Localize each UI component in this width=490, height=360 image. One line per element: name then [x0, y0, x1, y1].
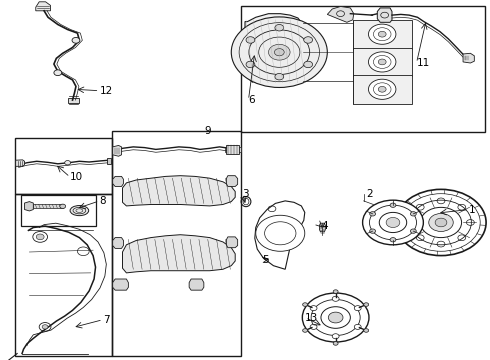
Circle shape: [256, 215, 305, 251]
Polygon shape: [463, 53, 474, 63]
Circle shape: [354, 306, 361, 311]
Polygon shape: [16, 160, 24, 166]
Circle shape: [369, 229, 375, 233]
Polygon shape: [377, 8, 392, 22]
Circle shape: [231, 17, 327, 87]
Ellipse shape: [70, 206, 89, 216]
Circle shape: [269, 44, 290, 60]
Circle shape: [411, 212, 416, 216]
Polygon shape: [327, 6, 354, 22]
Circle shape: [333, 290, 338, 293]
Circle shape: [246, 37, 255, 43]
Circle shape: [368, 24, 396, 44]
Circle shape: [333, 342, 338, 345]
Circle shape: [354, 324, 361, 329]
Bar: [15, 194, 112, 356]
Text: 5: 5: [262, 255, 269, 265]
Circle shape: [363, 200, 423, 245]
Circle shape: [368, 79, 396, 99]
Text: 1: 1: [469, 204, 476, 215]
Bar: [15, 138, 112, 194]
Polygon shape: [226, 145, 239, 154]
Circle shape: [386, 217, 400, 228]
Circle shape: [364, 329, 368, 332]
Circle shape: [390, 238, 396, 242]
Circle shape: [36, 234, 44, 240]
Circle shape: [429, 213, 453, 231]
Text: 7: 7: [103, 315, 110, 325]
Text: 12: 12: [99, 86, 113, 96]
Circle shape: [328, 312, 343, 323]
Bar: [353, 48, 412, 76]
Polygon shape: [226, 176, 238, 186]
Text: 6: 6: [248, 95, 255, 105]
Bar: [353, 20, 412, 49]
Polygon shape: [36, 2, 50, 11]
Bar: [112, 131, 241, 356]
Polygon shape: [107, 158, 111, 164]
Text: 3: 3: [243, 189, 249, 199]
Text: 13: 13: [305, 312, 318, 323]
Polygon shape: [122, 176, 235, 206]
Polygon shape: [113, 145, 122, 156]
Polygon shape: [245, 14, 305, 82]
Circle shape: [368, 52, 396, 72]
Polygon shape: [122, 235, 235, 273]
Circle shape: [310, 324, 317, 329]
Circle shape: [304, 61, 313, 68]
Text: 11: 11: [416, 58, 430, 68]
Bar: [353, 75, 412, 104]
Circle shape: [332, 296, 339, 301]
Circle shape: [65, 161, 71, 165]
Bar: [241, 6, 485, 132]
Circle shape: [72, 37, 80, 43]
Text: 2: 2: [366, 189, 373, 199]
Polygon shape: [113, 279, 128, 290]
Bar: [68, 98, 79, 103]
Circle shape: [332, 334, 339, 339]
Text: 10: 10: [70, 172, 83, 182]
Circle shape: [378, 31, 386, 37]
Circle shape: [396, 189, 486, 256]
Circle shape: [304, 37, 313, 43]
Circle shape: [435, 218, 447, 227]
Circle shape: [274, 49, 284, 56]
Polygon shape: [113, 176, 123, 186]
Circle shape: [310, 306, 317, 311]
Circle shape: [42, 325, 48, 329]
Circle shape: [246, 61, 255, 68]
Text: 9: 9: [204, 126, 211, 136]
Polygon shape: [255, 201, 305, 269]
Circle shape: [378, 86, 386, 92]
Circle shape: [303, 303, 308, 306]
Bar: [225, 147, 241, 152]
Circle shape: [364, 303, 368, 306]
Circle shape: [275, 73, 284, 80]
Circle shape: [275, 24, 284, 31]
Circle shape: [303, 329, 308, 332]
Circle shape: [390, 203, 396, 207]
Bar: [21, 195, 96, 226]
Text: 8: 8: [99, 196, 106, 206]
Circle shape: [60, 204, 66, 208]
Circle shape: [411, 229, 416, 233]
Circle shape: [302, 293, 369, 342]
Circle shape: [54, 70, 62, 76]
Polygon shape: [226, 237, 238, 248]
Circle shape: [369, 212, 375, 216]
Circle shape: [378, 59, 386, 65]
Polygon shape: [319, 223, 325, 232]
Polygon shape: [113, 238, 123, 248]
Text: 4: 4: [321, 221, 328, 231]
Polygon shape: [24, 202, 33, 211]
Polygon shape: [189, 279, 204, 290]
Bar: [33, 204, 63, 208]
